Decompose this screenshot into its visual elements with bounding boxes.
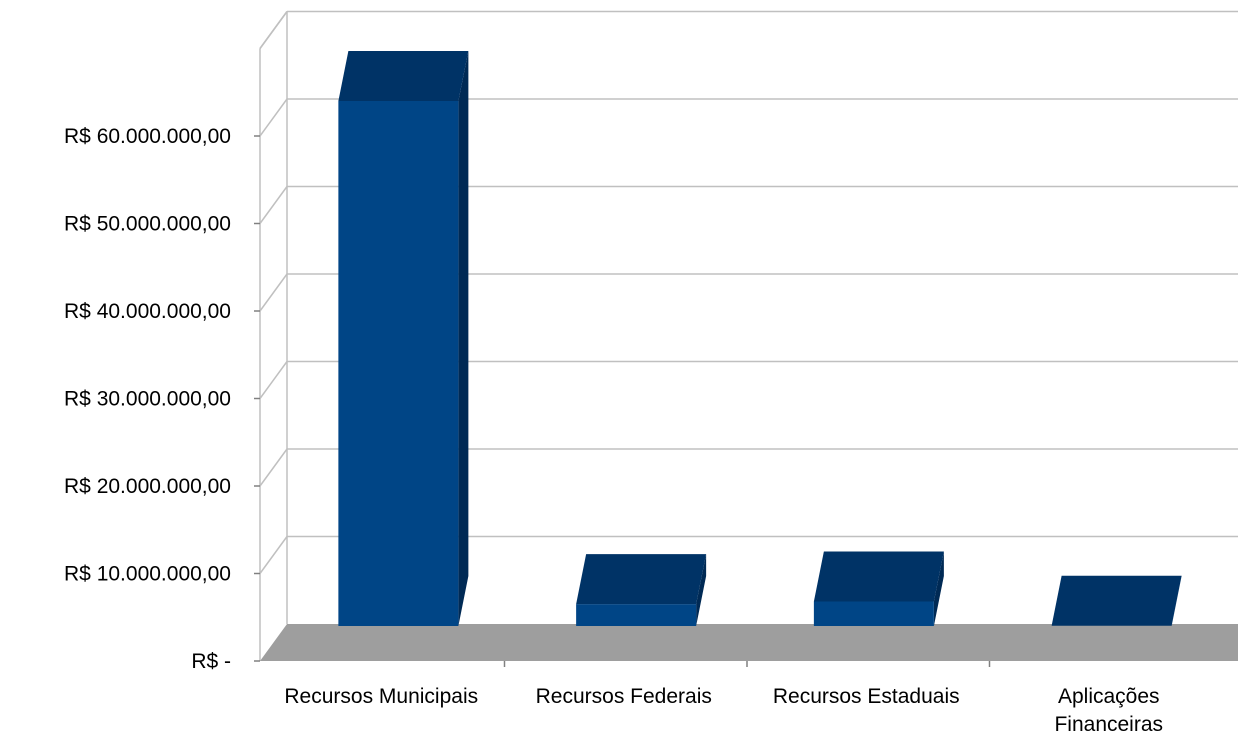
bar-0 [338, 51, 469, 626]
bar-top-face [576, 554, 707, 605]
y-tick-label: R$ 40.000.000,00 [64, 300, 231, 323]
bar-side-face [458, 51, 469, 626]
y-tick-label: R$ 20.000.000,00 [64, 475, 231, 498]
x-tick-label: Financeiras [1054, 713, 1163, 736]
x-tick-label: Recursos Estaduais [773, 685, 960, 708]
bar-front-face [813, 601, 934, 626]
floor-plane [260, 624, 1238, 661]
gridline-side [259, 98, 288, 137]
bar-side-face [933, 551, 944, 626]
bar-1 [576, 554, 707, 626]
x-tick-label: Recursos Federais [536, 685, 712, 708]
x-tick-label: Recursos Municipais [284, 685, 478, 708]
bar-2 [813, 551, 944, 626]
bar-front-face [338, 101, 459, 626]
gridline-side [259, 361, 288, 399]
gridline-side [259, 448, 288, 487]
y-tick-label: R$ - [191, 650, 231, 673]
y-tick-label: R$ 50.000.000,00 [64, 213, 231, 236]
bar-top-face [813, 551, 944, 602]
chart-bars [338, 51, 1182, 626]
bar-top-face [1051, 575, 1182, 626]
bar-top-face [338, 51, 469, 101]
y-tick-label: R$ 60.000.000,00 [64, 125, 231, 148]
x-tick-label: Aplicações [1058, 685, 1160, 708]
gridline-side [259, 536, 288, 574]
chart-floor [260, 624, 1238, 661]
gridline-side [259, 273, 288, 312]
bar-side-face [696, 554, 707, 626]
y-axis-ticks: R$ - R$ 10.000.000,00 R$ 20.000.000,00 R$ 3… [64, 125, 260, 673]
y-tick-label: R$ 10.000.000,00 [64, 563, 231, 586]
gridline-side [259, 186, 288, 224]
bar-3 [1051, 575, 1182, 626]
x-axis-ticks: Recursos Municipais Recursos Federais Recu… [284, 661, 1163, 736]
bar-side-face [1171, 575, 1182, 626]
gridline-side [259, 11, 288, 49]
y-tick-label: R$ 30.000.000,00 [64, 388, 231, 411]
bar-front-face [576, 604, 697, 626]
